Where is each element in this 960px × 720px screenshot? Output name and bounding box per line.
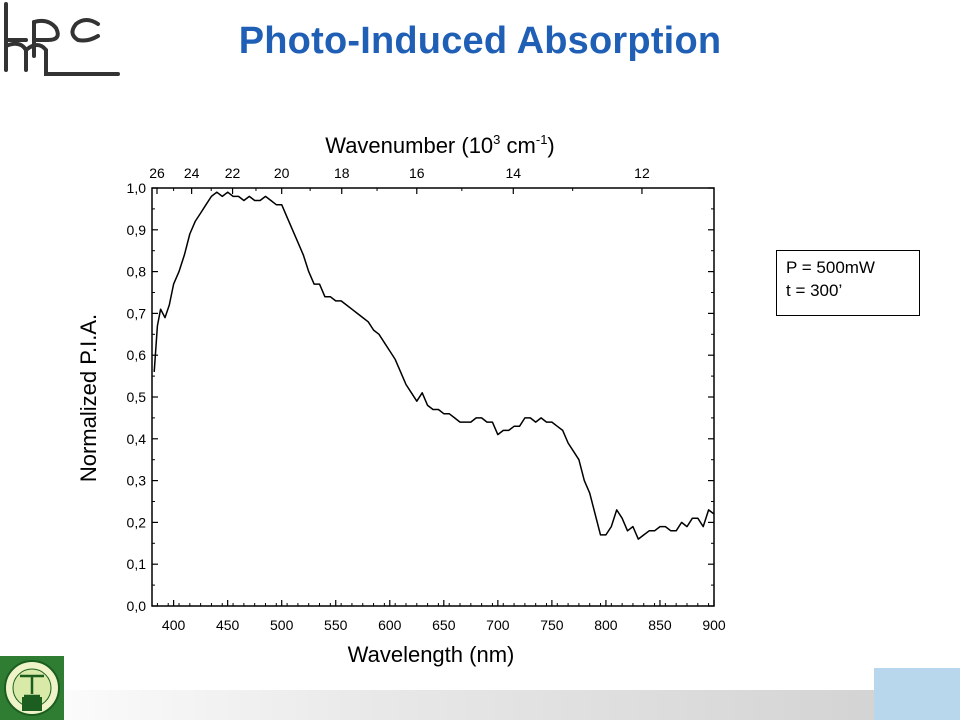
top-tick-label: 12 bbox=[634, 165, 650, 181]
legend-box: P = 500mW t = 300’ bbox=[776, 250, 920, 316]
y-tick-label: 0,0 bbox=[127, 598, 147, 614]
y-tick-label: 0,2 bbox=[127, 514, 147, 530]
top-axis-ticks: 26 24 22 20 18 16 14 12 bbox=[149, 165, 650, 194]
top-tick-label: 16 bbox=[409, 165, 425, 181]
x-tick-label: 500 bbox=[270, 617, 294, 633]
x-tick-label: 450 bbox=[216, 617, 240, 633]
x-tick-label: 550 bbox=[324, 617, 348, 633]
plot-frame bbox=[151, 187, 715, 607]
x-tick-label: 600 bbox=[378, 617, 402, 633]
x-tick-label: 650 bbox=[432, 617, 456, 633]
y-axis-ticks: 0,0 0,1 0,2 0,3 0,4 0,5 0,6 0,7 0,8 0,9 1,0 bbox=[127, 180, 714, 614]
top-axis-label: Wavenumber (103 cm-1) bbox=[325, 132, 555, 158]
y-tick-label: 0,7 bbox=[127, 305, 147, 321]
x-axis-label: Wavelength (nm) bbox=[348, 642, 515, 667]
x-tick-label: 400 bbox=[162, 617, 186, 633]
x-tick-label: 750 bbox=[540, 617, 564, 633]
x-tick-label: 900 bbox=[702, 617, 726, 633]
footer-bar bbox=[0, 690, 960, 720]
dpc10-logo bbox=[0, 656, 64, 720]
y-tick-label: 0,1 bbox=[127, 556, 147, 572]
top-tick-label: 18 bbox=[334, 165, 350, 181]
lpcm-logo bbox=[4, 2, 120, 76]
legend-time: t = 300’ bbox=[786, 281, 843, 300]
footer-tab bbox=[874, 668, 960, 720]
y-tick-label: 0,3 bbox=[127, 473, 147, 489]
y-tick-label: 0,5 bbox=[127, 389, 147, 405]
top-tick-label: 20 bbox=[274, 165, 290, 181]
y-tick-label: 0,4 bbox=[127, 431, 147, 447]
top-tick-label: 24 bbox=[184, 165, 200, 181]
pia-series-line bbox=[153, 191, 715, 540]
slide-title: Photo-Induced Absorption bbox=[238, 20, 722, 62]
y-tick-label: 0,9 bbox=[127, 222, 147, 238]
x-tick-label: 850 bbox=[648, 617, 672, 633]
x-axis-ticks: 400 450 500 550 600 650 700 750 800 850 900 bbox=[156, 600, 726, 633]
legend-power: P = 500mW bbox=[786, 258, 875, 277]
top-tick-label: 14 bbox=[505, 165, 521, 181]
y-tick-label: 0,6 bbox=[127, 347, 147, 363]
y-tick-label: 1,0 bbox=[127, 180, 147, 196]
y-axis-label: Normalized P.I.A. bbox=[76, 314, 101, 482]
top-tick-label: 22 bbox=[225, 165, 241, 181]
y-tick-label: 0,8 bbox=[127, 264, 147, 280]
top-tick-label: 26 bbox=[149, 165, 165, 181]
x-tick-label: 800 bbox=[594, 617, 618, 633]
x-tick-label: 700 bbox=[486, 617, 510, 633]
